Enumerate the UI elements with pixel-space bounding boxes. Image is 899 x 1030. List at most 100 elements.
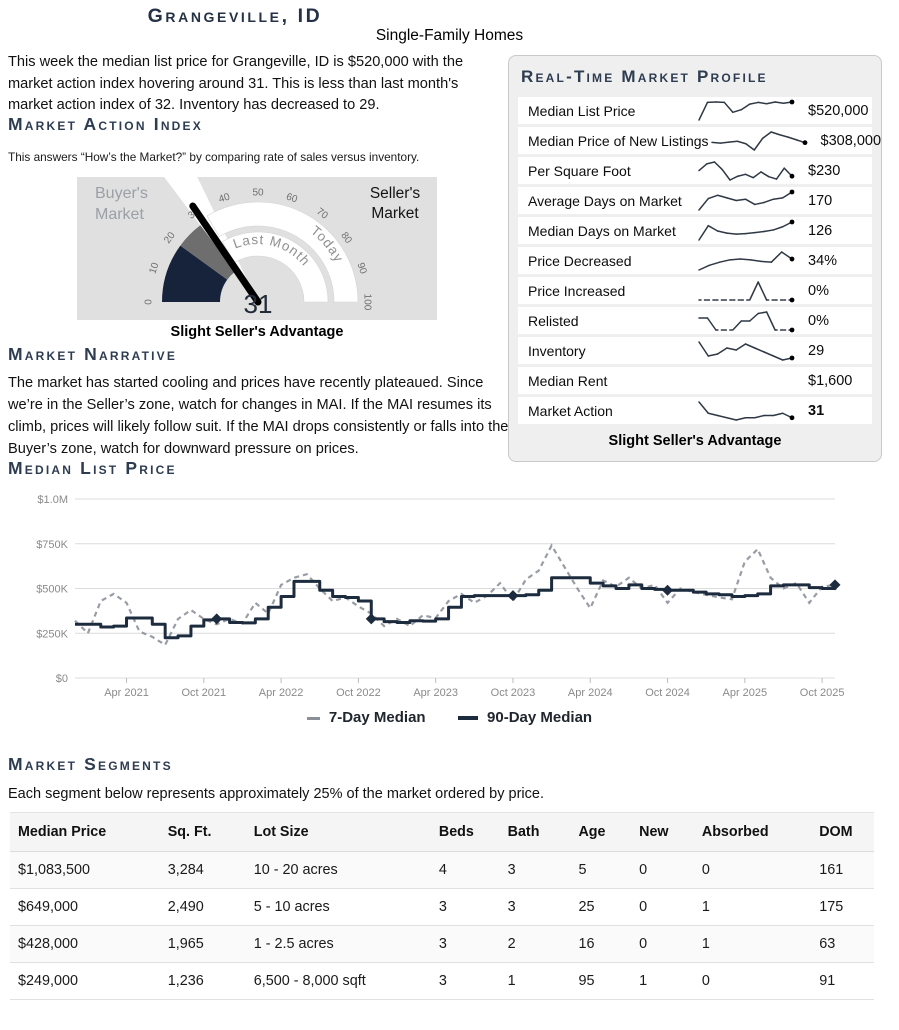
profile-row: Market Action 31 (518, 397, 872, 424)
profile-row-sparkline (696, 338, 802, 364)
segments-column-header: Absorbed (695, 812, 814, 852)
segments-table-cell: 95 (572, 962, 634, 1000)
profile-row-sparkline (696, 308, 802, 334)
segments-table-cell: 4 (432, 851, 502, 889)
section-heading-median-list-price: Median List Price (8, 458, 177, 478)
legend-label-90-day: 90-Day Median (487, 709, 593, 726)
segments-table-row: $649,000 2,490 5 - 10 acres 3 3 25 0 1 175 (10, 888, 874, 926)
legend-item-7-day: 7-Day Median (306, 709, 426, 726)
page-subtitle: Single-Family Homes (375, 27, 524, 44)
profile-row: Median List Price $520,000 (518, 97, 872, 124)
svg-text:40: 40 (217, 191, 231, 205)
segments-table-cell: 0 (695, 962, 814, 1000)
segments-table-row: $249,000 1,236 6,500 - 8,000 sqft 3 1 95 1 0 91 (10, 962, 874, 1000)
svg-text:Apr 2022: Apr 2022 (259, 687, 304, 699)
segments-table-cell: 1 (501, 962, 573, 1000)
chart-legend: 7-Day Median 90-Day Median (8, 709, 891, 727)
profile-row-label: Market Action (528, 402, 613, 419)
segments-table-cell: 10 - 20 acres (247, 851, 433, 889)
profile-row: Price Decreased 34% (518, 247, 872, 274)
svg-text:50: 50 (252, 188, 264, 199)
segments-table-cell: 3,284 (161, 851, 248, 889)
svg-text:10: 10 (148, 261, 162, 275)
profile-row-value: $520,000 (808, 102, 869, 119)
svg-text:Oct 2022: Oct 2022 (336, 687, 381, 699)
svg-text:Oct 2021: Oct 2021 (181, 687, 226, 699)
market-segments-caption: Each segment below represents approximat… (8, 786, 544, 802)
segments-table-cell: 1 - 2.5 acres (247, 925, 433, 963)
segments-table-row: $428,000 1,965 1 - 2.5 acres 3 2 16 0 1 63 (10, 925, 874, 963)
legend-label-7-day: 7-Day Median (328, 709, 426, 726)
segments-table-cell: 1 (695, 925, 814, 963)
section-heading-market-action-index: Market Action Index (8, 114, 203, 134)
segments-column-header: New (633, 812, 696, 852)
profile-row-value: 170 (808, 192, 833, 209)
segments-table-cell: 1,965 (161, 925, 248, 963)
profile-row: Price Increased 0% (518, 277, 872, 304)
market-segments-table: Median Price Sq. Ft. Lot Size Beds Bath Age Ne… (10, 812, 874, 1000)
profile-panel-footer: Slight Seller's Advantage (608, 433, 782, 449)
segments-table-cell: 16 (572, 925, 634, 963)
segments-table-cell: 3 (432, 925, 502, 963)
median-list-price-chart: $0 $250K $500K $750K $1.0M Apr 2021 Oct 2021 Ap… (8, 486, 891, 704)
profile-row-sparkline (696, 398, 802, 424)
svg-text:Oct 2024: Oct 2024 (645, 687, 690, 699)
profile-row-label: Relisted (528, 312, 579, 329)
segments-table-cell: 5 (572, 851, 634, 889)
dash-swatch-90day-icon (458, 716, 479, 721)
segments-column-header: Beds (432, 812, 502, 852)
svg-text:$500K: $500K (36, 584, 68, 596)
profile-row-value: 0% (808, 282, 829, 299)
segments-column-header: Lot Size (247, 812, 433, 852)
market-action-description: This answers “How’s the Market?” by comp… (8, 150, 420, 164)
segments-table-cell: 3 (501, 888, 573, 926)
profile-row-value: 126 (808, 222, 833, 239)
svg-text:Apr 2024: Apr 2024 (568, 687, 613, 699)
profile-row-value: 0% (808, 312, 829, 329)
profile-row-sparkline (696, 188, 802, 214)
segments-table-cell: 161 (813, 851, 874, 889)
segments-table-cell: $428,000 (10, 925, 162, 963)
segments-table-cell: 0 (633, 888, 696, 926)
dash-swatch-7day-icon (306, 716, 320, 720)
segments-table-cell: $1,083,500 (10, 851, 162, 889)
profile-row-value: $230 (808, 162, 841, 179)
svg-text:0: 0 (144, 299, 155, 305)
gauge-buyer-market-label: Buyer's Market (95, 185, 148, 223)
svg-text:Oct 2023: Oct 2023 (491, 687, 536, 699)
section-heading-market-narrative: Market Narrative (8, 344, 178, 364)
segments-table-cell: 0 (633, 925, 696, 963)
segments-table-cell: 3 (432, 888, 502, 926)
gauge-chart: Last MonthToday0102030405060708090100 (77, 177, 437, 320)
real-time-market-profile-panel: Real-Time Market Profile Median List Pri… (508, 55, 882, 462)
gauge-seller-market-label: Seller's Market (369, 185, 421, 223)
segments-table-cell: 91 (813, 962, 874, 1000)
profile-row-sparkline (696, 218, 802, 244)
svg-text:90: 90 (355, 261, 369, 275)
profile-row: Median Price of New Listings $308,000 (518, 127, 881, 154)
intro-paragraph: This week the median list price for Gran… (8, 54, 464, 114)
profile-row-sparkline (696, 368, 802, 394)
profile-row-label: Price Decreased (528, 252, 632, 269)
profile-row-label: Median Days on Market (528, 222, 676, 239)
segments-body: $1,083,500 3,284 10 - 20 acres 4 3 5 0 0 161 $649… (10, 851, 874, 1000)
legend-item-90-day: 90-Day Median (458, 709, 592, 726)
segments-table-cell: 1,236 (161, 962, 248, 1000)
profile-row-label: Median Rent (528, 372, 608, 389)
profile-row: Relisted 0% (518, 307, 872, 334)
segments-column-header: Median Price (10, 812, 162, 852)
line-chart-canvas: $0 $250K $500K $750K $1.0M Apr 2021 Oct 2021 Ap… (36, 494, 844, 699)
market-action-gauge: Last MonthToday0102030405060708090100 Bu… (77, 177, 437, 320)
segments-table-cell: 3 (501, 851, 573, 889)
profile-row-sparkline (696, 248, 802, 274)
svg-text:$750K: $750K (36, 539, 68, 551)
segments-column-header: DOM (813, 812, 874, 852)
svg-text:100: 100 (361, 294, 372, 311)
segments-table-cell: 6,500 - 8,000 sqft (247, 962, 433, 1000)
profile-row-label: Median List Price (528, 102, 636, 119)
segments-table-cell: 2 (501, 925, 573, 963)
segments-table-cell: $649,000 (10, 888, 162, 926)
profile-row-label: Inventory (528, 342, 586, 359)
segments-table-cell: 2,490 (161, 888, 248, 926)
